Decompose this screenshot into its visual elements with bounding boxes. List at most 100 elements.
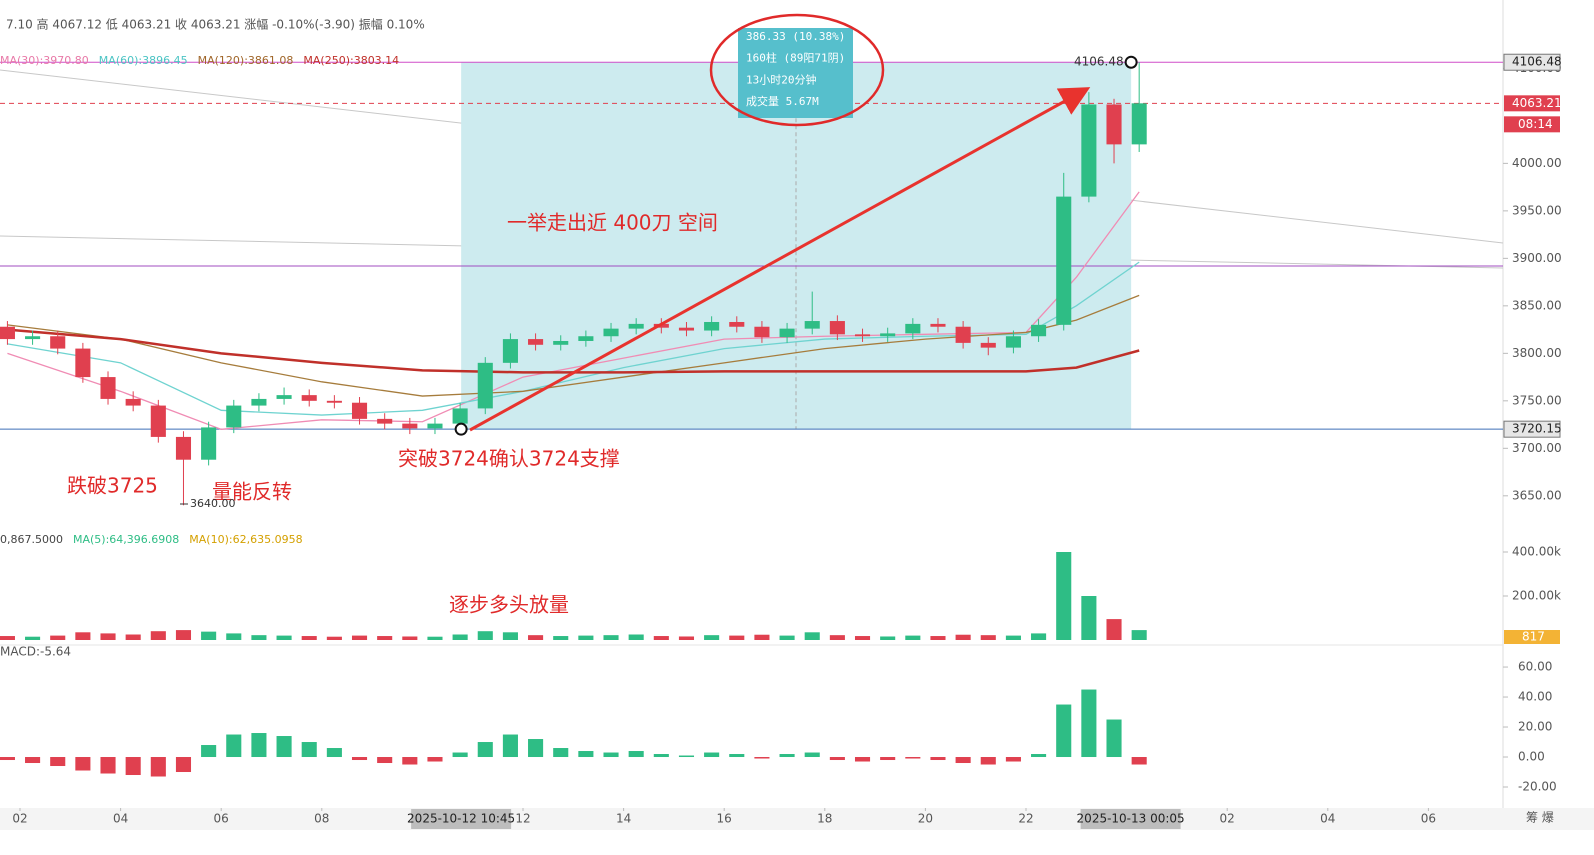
- macd-bar: [175, 757, 192, 773]
- volume-legend: 0,867.5000: [0, 533, 63, 546]
- y-tick-label: 3700.00: [1512, 441, 1562, 455]
- macd-bar: [1005, 757, 1021, 762]
- y-tick-label: 3800.00: [1512, 346, 1562, 360]
- volume-tag-label: 817: [1522, 630, 1545, 644]
- volume-bar: [678, 636, 695, 640]
- volume-legend: MA(10):62,635.0958: [189, 533, 302, 546]
- macd-bar: [628, 751, 644, 758]
- volume-bar: [829, 635, 845, 640]
- volume-bar: [427, 636, 443, 640]
- macd-bar: [1056, 704, 1072, 758]
- x-tick-label: 12: [515, 812, 530, 826]
- macd-bar: [880, 757, 896, 761]
- candle-body: [50, 336, 66, 349]
- candle-body: [729, 321, 745, 327]
- volume-bar: [804, 632, 820, 640]
- macd-bar: [125, 757, 141, 776]
- measure-line: 160柱 (89阳71阴): [746, 51, 845, 65]
- x-tick-label: 18: [817, 812, 832, 826]
- header: 7.10 高 4067.12 低 4063.21 收 4063.21 涨幅 -0…: [6, 17, 425, 32]
- macd-bar: [226, 734, 242, 758]
- macd-bar: [150, 757, 166, 777]
- candle-body: [201, 427, 217, 460]
- macd-bar: [553, 748, 569, 758]
- ma-legend: MA(60):3896.45: [99, 54, 188, 67]
- price-tag: [1504, 95, 1560, 112]
- macd-bar: [804, 752, 820, 758]
- volume-bar: [854, 636, 871, 640]
- volume-bar: [1106, 619, 1122, 640]
- candle-body: [175, 436, 192, 460]
- macd-bar: [528, 739, 544, 758]
- macd-bar: [452, 752, 468, 758]
- macd-bar: [1031, 754, 1047, 758]
- countdown: 08:14: [1518, 117, 1553, 131]
- candle-body: [1031, 324, 1047, 337]
- macd-bar: [754, 757, 770, 759]
- candle-body: [603, 328, 619, 337]
- macd-legend: MACD:-5.64: [0, 645, 71, 659]
- volume-bar: [930, 636, 946, 640]
- candle-body: [1106, 104, 1122, 145]
- volume-bar: [704, 635, 720, 640]
- candle-body: [578, 336, 594, 341]
- m-tick-label: 40.00: [1518, 690, 1552, 704]
- y-tick-label: 4000.00: [1512, 156, 1562, 170]
- ma-line: [7, 294, 1140, 397]
- macd-bar: [955, 757, 971, 764]
- candle-body: [276, 395, 292, 399]
- macd-bar: [50, 757, 66, 767]
- m-tick-label: 60.00: [1518, 660, 1552, 674]
- macd-bar: [75, 757, 91, 771]
- candle-body: [301, 395, 317, 401]
- volume-bar: [653, 636, 669, 640]
- macd-bar: [1106, 719, 1122, 758]
- macd-bar: [427, 757, 443, 762]
- volume-legend: MA(5):64,396.6908: [73, 533, 179, 546]
- volume-bar: [980, 635, 996, 640]
- candle-body: [754, 326, 770, 338]
- x-tick-label: 06: [1421, 812, 1436, 826]
- volume-bar: [528, 635, 544, 640]
- macd-bar: [100, 757, 116, 774]
- highlight-ring: [709, 13, 885, 127]
- candle-body: [1131, 103, 1147, 145]
- price-tag-label: 4063.21: [1512, 96, 1562, 110]
- macd-bar: [477, 742, 493, 758]
- y-tick-label: 3650.00: [1512, 488, 1562, 502]
- anchor-point: [1124, 55, 1138, 69]
- volume-bar: [75, 632, 91, 640]
- volume-bar: [603, 635, 619, 640]
- macd-bar: [729, 754, 745, 758]
- x-marker-label: 2025-10-13 00:05: [1077, 812, 1185, 826]
- volume-bar: [905, 635, 921, 640]
- candle-body: [930, 323, 946, 327]
- candle-body: [528, 339, 544, 345]
- price-tag: [1503, 53, 1561, 71]
- annotation: 量能反转: [212, 480, 292, 504]
- candle-body: [880, 333, 896, 337]
- anchor-point: [454, 422, 468, 436]
- candle-body: [1005, 336, 1021, 348]
- x-tick-label: 08: [314, 812, 329, 826]
- ma-legend: MA(30):3970.80: [0, 54, 89, 67]
- volume-bar: [175, 630, 192, 640]
- m-tick-label: 0.00: [1518, 750, 1545, 764]
- v-tick-label: 200.00k: [1512, 589, 1561, 603]
- measure-line: 386.33 (10.38%): [746, 30, 845, 43]
- volume-bar: [477, 631, 493, 640]
- volume-bar: [754, 634, 770, 640]
- macd-bar: [276, 736, 292, 758]
- x-tick-label: 14: [616, 812, 631, 826]
- volume-bar: [779, 635, 795, 640]
- x-tick-label: 22: [1018, 812, 1033, 826]
- volume-bar: [226, 633, 242, 640]
- countdown-tag: [1504, 116, 1560, 133]
- y-tick-label: 3750.00: [1512, 393, 1562, 407]
- candle-body: [100, 377, 116, 399]
- volume-bar: [1031, 633, 1047, 640]
- annotation: 跌破3725: [67, 474, 158, 498]
- annotation: 一举走出近 400刀 空间: [507, 211, 718, 235]
- volume-bar: [301, 636, 317, 640]
